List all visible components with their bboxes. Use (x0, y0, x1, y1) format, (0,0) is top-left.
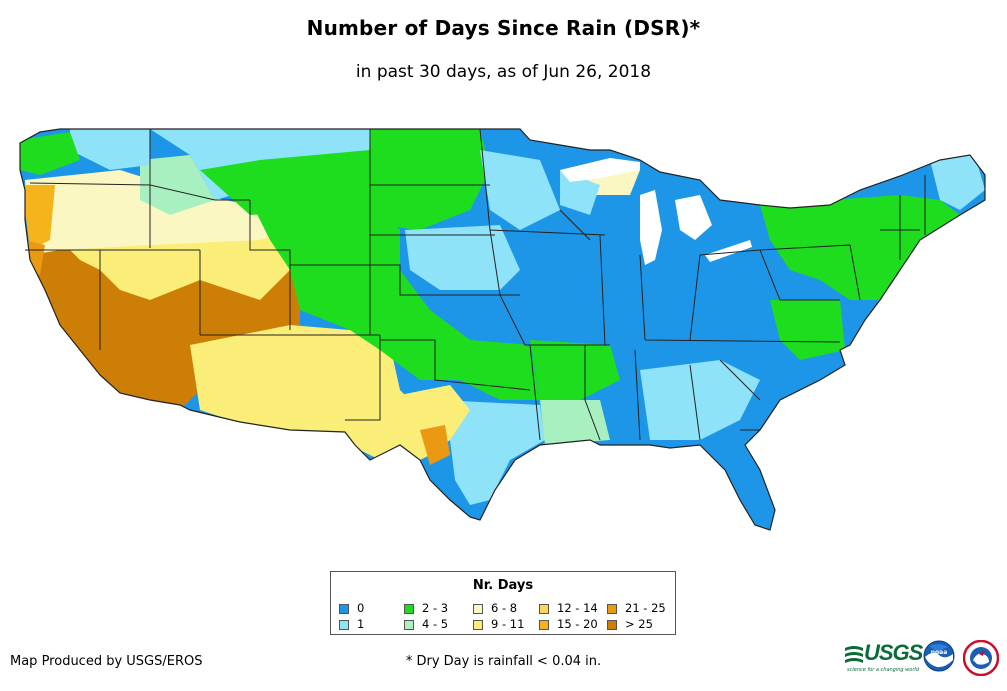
border-northwest (25, 129, 380, 350)
zone-montana-green (200, 150, 370, 215)
us-outline (19, 128, 986, 531)
zone-idaho-lightgreen (140, 155, 215, 215)
nws-logo-icon (963, 640, 999, 676)
zone-southwest-yellow (190, 325, 440, 470)
legend-swatch (404, 619, 414, 630)
zone-texas-orange (420, 425, 450, 465)
dsr-zones (20, 129, 985, 530)
state-borders (19, 128, 986, 531)
zone-southeast-lightblue (640, 360, 760, 440)
zone-texas-yellow (400, 385, 470, 455)
legend-item: 0 (339, 602, 364, 616)
map-credit: Map Produced by USGS/EROS (10, 654, 203, 669)
usgs-tagline: science for a changing world (847, 667, 919, 673)
zone-wa-green (20, 132, 80, 175)
lake-huron (675, 195, 712, 240)
border-south (529, 344, 761, 441)
legend-title: Nr. Days (472, 578, 534, 593)
zone-texas-lightblue (440, 400, 545, 505)
legend-item: 2 - 3 (404, 602, 448, 616)
zone-great-basin-yellow (60, 230, 300, 300)
zone-south-green (530, 340, 620, 400)
lake-michigan (640, 190, 662, 265)
water (560, 158, 752, 265)
border-midwest (479, 128, 841, 346)
legend-item: 15 - 20 (539, 618, 598, 632)
legend-swatch (539, 619, 549, 630)
zone-dakotas-green (370, 129, 490, 230)
legend-item: 6 - 8 (473, 602, 517, 616)
zone-plains-green (250, 200, 540, 400)
lake-superior (560, 158, 640, 182)
zone-northeast-green (760, 195, 960, 300)
us-dsr-map (19, 128, 986, 531)
legend-swatch (607, 603, 617, 614)
svg-text:noaa: noaa (931, 649, 948, 656)
legend-item: 21 - 25 (607, 602, 666, 616)
zone-nw-pale (25, 170, 290, 255)
legend-swatch (539, 603, 549, 614)
zone-wa-lightblue (70, 129, 150, 170)
border-east (699, 175, 926, 301)
footnote: * Dry Day is rainfall < 0.04 in. (405, 654, 602, 669)
usgs-logo-icon (845, 646, 863, 663)
page-subtitle: in past 30 days, as of Jun 26, 2018 (355, 62, 652, 82)
usgs-wordmark: USGS (864, 640, 923, 665)
legend-item: > 25 (607, 618, 653, 632)
border-plains (290, 129, 531, 421)
legend: Nr. Days 0 1 2 - 3 4 - 5 6 - 8 9 - 11 12… (330, 571, 676, 635)
zone-minnesota-lightblue (480, 150, 560, 230)
legend-swatch (473, 603, 483, 614)
zone-oregon-orange (22, 185, 55, 250)
legend-item: 1 (339, 618, 364, 632)
zone-maine-lightblue (930, 155, 985, 210)
legend-swatch (339, 603, 349, 614)
legend-swatch (404, 603, 414, 614)
legend-item: 12 - 14 (539, 602, 598, 616)
agency-logos: USGS science for a changing world noaa (845, 638, 1005, 680)
noaa-logo-icon: noaa (923, 640, 955, 672)
legend-item: 9 - 11 (473, 618, 524, 632)
lake-erie (705, 240, 752, 262)
legend-swatch (607, 619, 617, 630)
legend-item: 4 - 5 (404, 618, 448, 632)
legend-swatch (339, 619, 349, 630)
legend-swatch (473, 619, 483, 630)
zone-gulf-lightgreen (540, 400, 610, 445)
page-title: Number of Days Since Rain (DSR)* (306, 16, 701, 40)
zone-carolina-green (770, 300, 845, 360)
